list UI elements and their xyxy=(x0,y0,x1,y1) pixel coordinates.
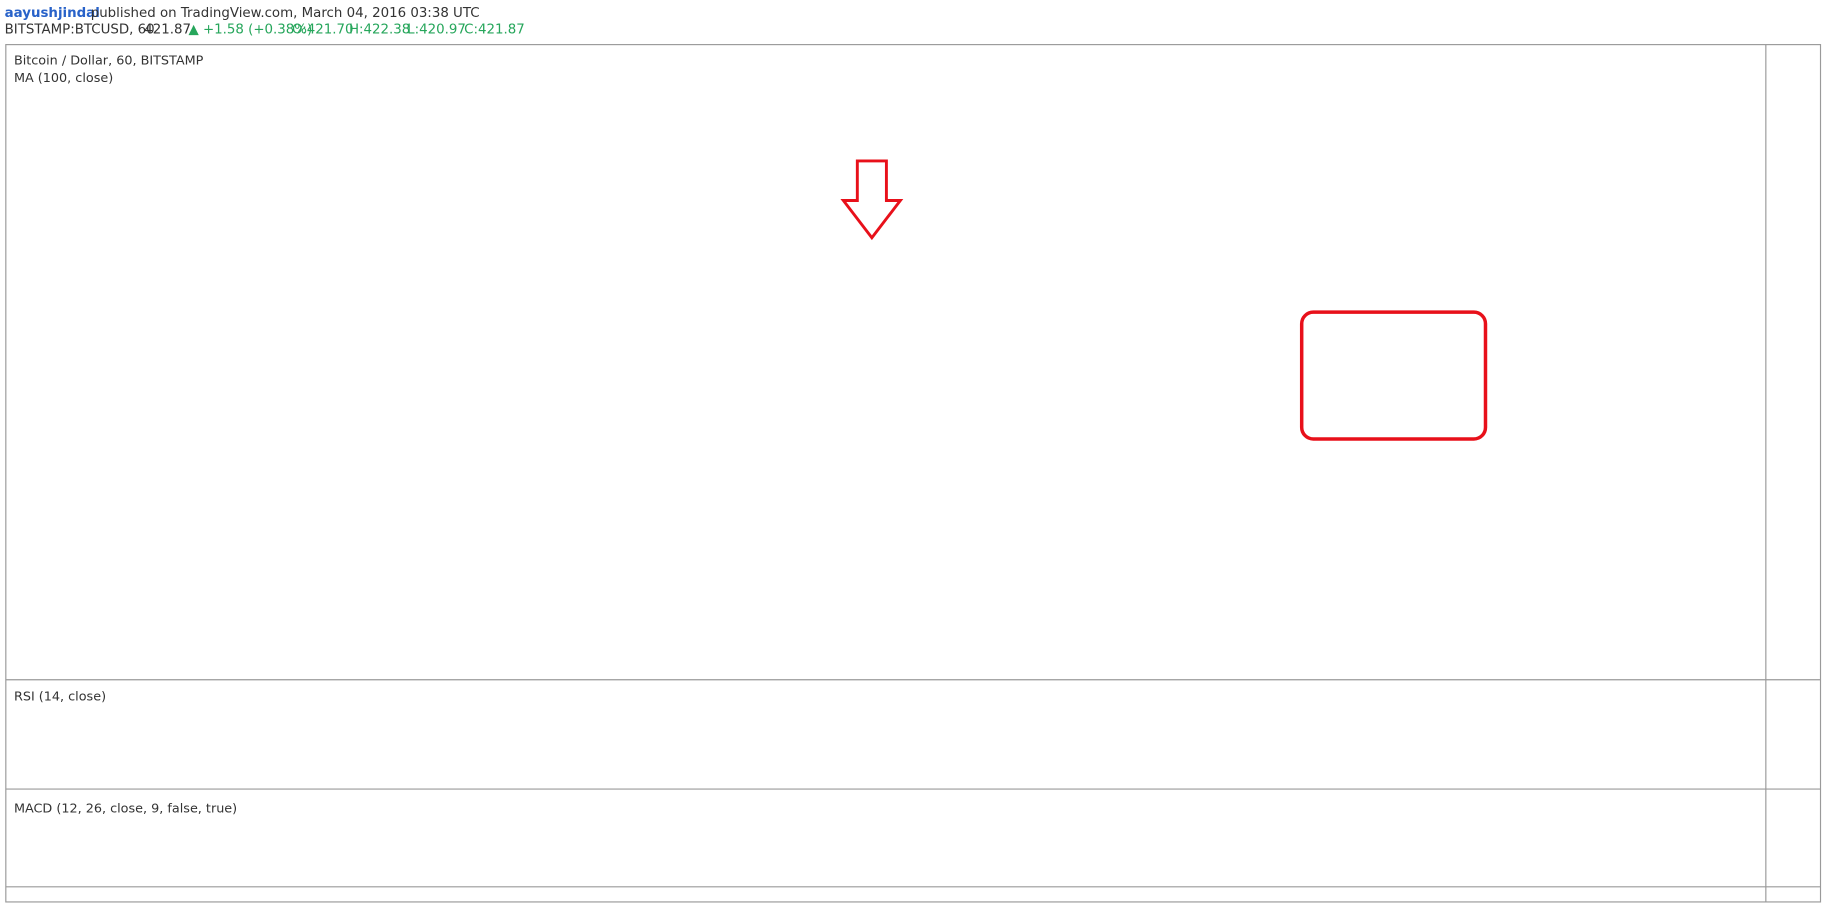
frame xyxy=(5,44,1822,903)
header-open: O:421.70 xyxy=(292,22,354,37)
chart-title: Bitcoin / Dollar, 60, BITSTAMP xyxy=(14,53,204,68)
author[interactable]: aayushjindal xyxy=(5,6,100,21)
annotations xyxy=(840,159,1488,441)
labels: aayushjindal published on TradingView.co… xyxy=(5,6,525,816)
published-info: published on TradingView.com, March 04, … xyxy=(91,6,480,21)
header-close: C:421.87 xyxy=(464,22,525,37)
header-change: ▲ +1.58 (+0.38%) xyxy=(188,22,312,37)
chart-border xyxy=(5,44,1822,903)
target-box xyxy=(1299,310,1488,441)
header-low: L:420.97 xyxy=(407,22,466,37)
header-high: H:422.38 xyxy=(349,22,410,37)
legend-entry: MA (100, close) xyxy=(14,71,113,86)
panel-title: MACD (12, 26, close, 9, false, true) xyxy=(14,801,237,816)
header-price: 421.87 xyxy=(144,22,191,37)
down-arrow xyxy=(840,159,904,241)
symbol: BITSTAMP:BTCUSD, 60 xyxy=(5,22,155,37)
panel-title: RSI (14, close) xyxy=(14,690,106,705)
